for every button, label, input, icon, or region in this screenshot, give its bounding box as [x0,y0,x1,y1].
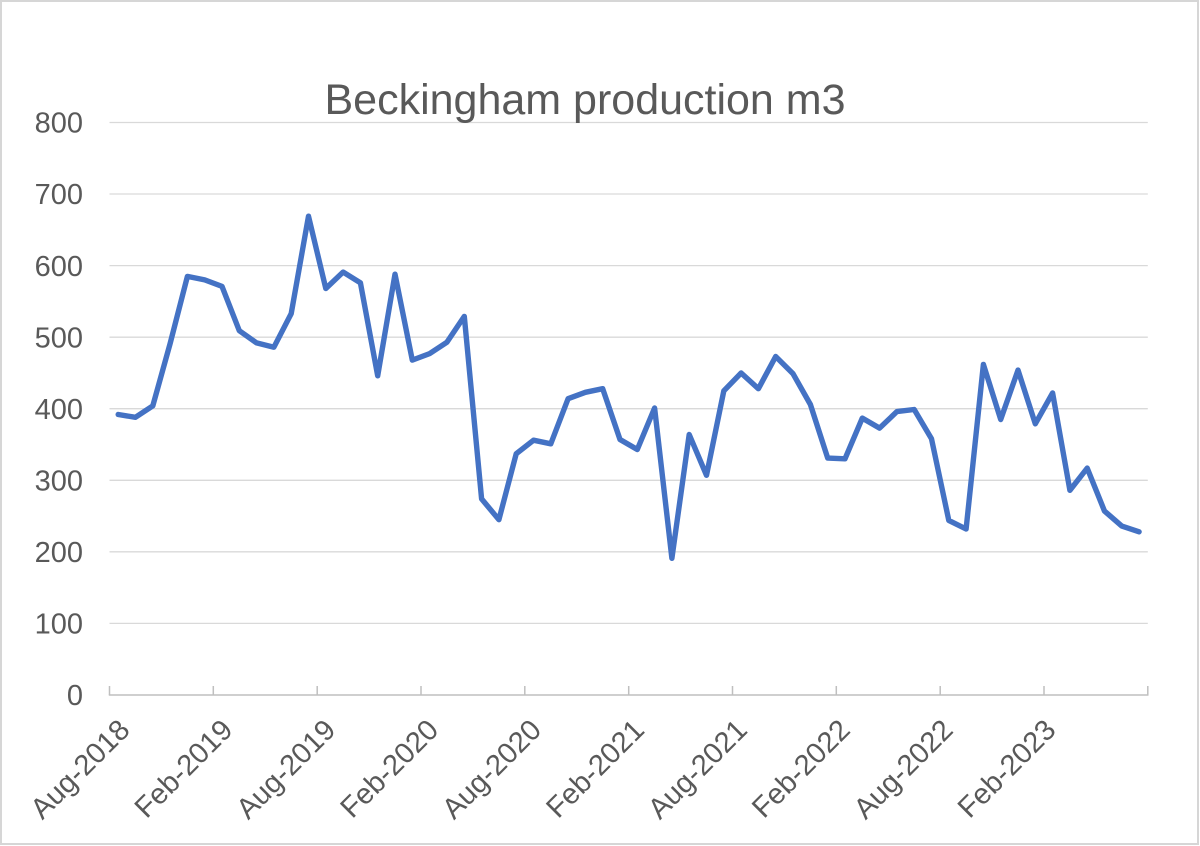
svg-text:300: 300 [35,466,83,498]
svg-text:800: 800 [35,108,83,140]
svg-text:Feb-2023: Feb-2023 [952,714,1062,824]
svg-text:Feb-2020: Feb-2020 [335,714,445,824]
svg-text:Feb-2019: Feb-2019 [129,714,239,824]
svg-text:Aug-2019: Aug-2019 [231,714,343,826]
svg-text:200: 200 [35,537,83,569]
svg-text:Aug-2022: Aug-2022 [848,714,960,826]
svg-text:Feb-2022: Feb-2022 [746,714,856,824]
svg-text:500: 500 [35,322,83,354]
svg-text:100: 100 [35,609,83,641]
svg-text:Aug-2021: Aug-2021 [642,714,754,826]
svg-text:Aug-2018: Aug-2018 [25,714,137,826]
svg-text:Aug-2020: Aug-2020 [436,714,548,826]
svg-text:400: 400 [35,394,83,426]
svg-text:600: 600 [35,251,83,283]
svg-text:Beckingham production m3: Beckingham production m3 [324,76,845,124]
svg-text:0: 0 [67,680,83,712]
svg-text:Feb-2021: Feb-2021 [540,714,650,824]
svg-text:700: 700 [35,179,83,211]
